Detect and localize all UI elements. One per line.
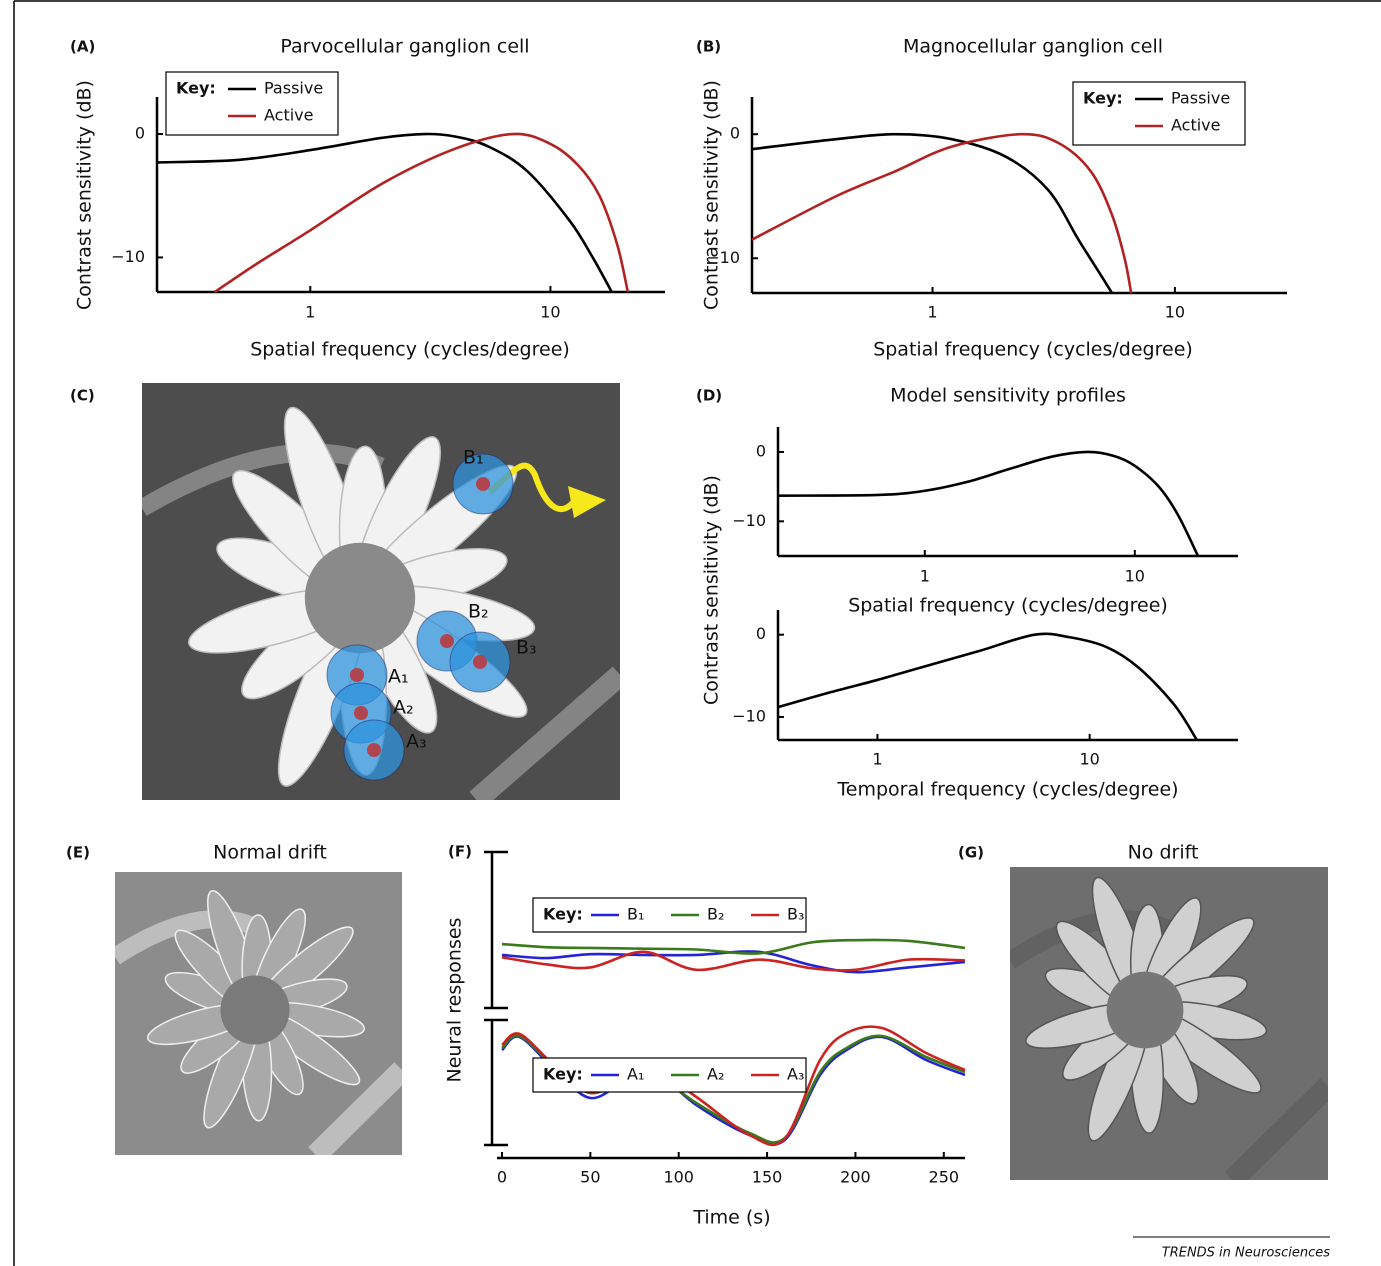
legend-label: B₃	[787, 905, 804, 924]
leaf	[115, 910, 263, 965]
legend-label: A₁	[627, 1065, 644, 1084]
receptive-center	[476, 477, 490, 491]
panel-label: (B)	[696, 38, 721, 56]
legend-box	[165, 71, 339, 136]
photo	[115, 889, 402, 1155]
legend-title: Key:	[543, 1065, 583, 1084]
marker-label: B₂	[468, 601, 489, 623]
photo	[1010, 876, 1328, 1180]
panel-label: (F)	[448, 843, 472, 861]
x-tick-label: 0	[497, 1168, 507, 1187]
x-tick-label: 250	[929, 1168, 960, 1187]
series-line	[777, 632, 1198, 741]
panel-label: (D)	[696, 387, 722, 405]
x-axis-label: Spatial frequency (cycles/degree)	[848, 595, 1168, 617]
x-tick-label: 1	[927, 303, 937, 322]
legend-title: Key:	[1083, 89, 1123, 108]
series-line	[751, 132, 1114, 294]
x-axis-label: Time (s)	[692, 1207, 770, 1229]
x-axis-label: Spatial frequency (cycles/degree)	[250, 339, 570, 361]
y-axis-label: Contrast sensitivity (dB)	[701, 475, 723, 705]
receptive-center	[350, 668, 364, 682]
flower-disc	[1106, 971, 1184, 1049]
series-line	[751, 132, 1133, 294]
legend-title: Key:	[543, 905, 583, 924]
legend-label: A₂	[707, 1065, 724, 1084]
x-tick-label: 10	[1079, 750, 1099, 769]
x-tick-label: 50	[580, 1168, 600, 1187]
legend-label: Active	[1171, 116, 1221, 135]
receptive-center	[440, 634, 454, 648]
panel-label: (E)	[66, 844, 90, 862]
x-tick-label: 1	[305, 303, 315, 322]
legend-label: B₁	[627, 905, 644, 924]
leaf	[469, 666, 620, 800]
marker-label: B₃	[516, 637, 537, 659]
y-axis-label: Contrast sensitivity (dB)	[74, 80, 96, 310]
chart-title: Model sensitivity profiles	[890, 385, 1126, 407]
y-tick-label: −10	[111, 247, 145, 266]
y-tick-label: −10	[732, 706, 766, 725]
legend-label: Passive	[1171, 89, 1230, 108]
x-tick-label: 150	[752, 1168, 783, 1187]
panel-label: (G)	[958, 844, 984, 862]
legend-title: Key:	[176, 79, 216, 98]
leaf	[308, 1062, 402, 1155]
x-tick-label: 1	[920, 567, 930, 586]
footer: TRENDS in Neurosciences	[1162, 1246, 1330, 1261]
series-line	[501, 950, 966, 972]
legend-label: B₂	[707, 905, 724, 924]
photo	[142, 406, 620, 800]
x-tick-label: 100	[663, 1168, 694, 1187]
flower-disc	[304, 542, 416, 654]
x-tick-label: 10	[1165, 303, 1185, 322]
y-tick-label: 0	[730, 124, 740, 143]
marker-label: B₁	[463, 447, 484, 469]
y-tick-label: 0	[756, 441, 766, 460]
y-axis-label: Neural responses	[444, 918, 466, 1083]
panel-label: (C)	[70, 387, 95, 405]
series-line	[156, 132, 613, 293]
marker-label: A₃	[406, 731, 427, 753]
panel-title: Normal drift	[213, 842, 327, 864]
y-axis-label: Contrast sensitivity (dB)	[701, 80, 723, 310]
drift-arrowhead	[568, 486, 606, 518]
x-axis-label: Temporal frequency (cycles/degree)	[836, 779, 1178, 801]
marker-label: A₁	[388, 666, 409, 688]
marker-label: A₂	[393, 697, 414, 719]
flower-disc	[220, 975, 290, 1045]
x-tick-label: 10	[540, 303, 560, 322]
x-tick-label: 10	[1125, 567, 1145, 586]
series-line	[777, 450, 1200, 557]
receptive-center	[367, 743, 381, 757]
y-tick-label: 0	[135, 124, 145, 143]
y-tick-label: 0	[756, 624, 766, 643]
y-tick-label: −10	[732, 511, 766, 530]
x-tick-label: 1	[872, 750, 882, 769]
legend-label: A₃	[787, 1065, 804, 1084]
panel-label: (A)	[70, 38, 95, 56]
legend-label: Active	[264, 106, 314, 125]
series-line	[213, 132, 630, 294]
legend-box	[1072, 81, 1246, 146]
x-tick-label: 200	[840, 1168, 871, 1187]
legend-label: Passive	[264, 79, 323, 98]
x-axis-label: Spatial frequency (cycles/degree)	[873, 339, 1193, 361]
y-tick-label: −10	[706, 248, 740, 267]
leaf	[1224, 1078, 1328, 1180]
chart-title: Parvocellular ganglion cell	[280, 36, 529, 58]
receptive-center	[354, 706, 368, 720]
chart-title: Magnocellular ganglion cell	[903, 36, 1163, 58]
series-line	[501, 938, 966, 955]
panel-title: No drift	[1128, 842, 1199, 864]
receptive-center	[473, 655, 487, 669]
